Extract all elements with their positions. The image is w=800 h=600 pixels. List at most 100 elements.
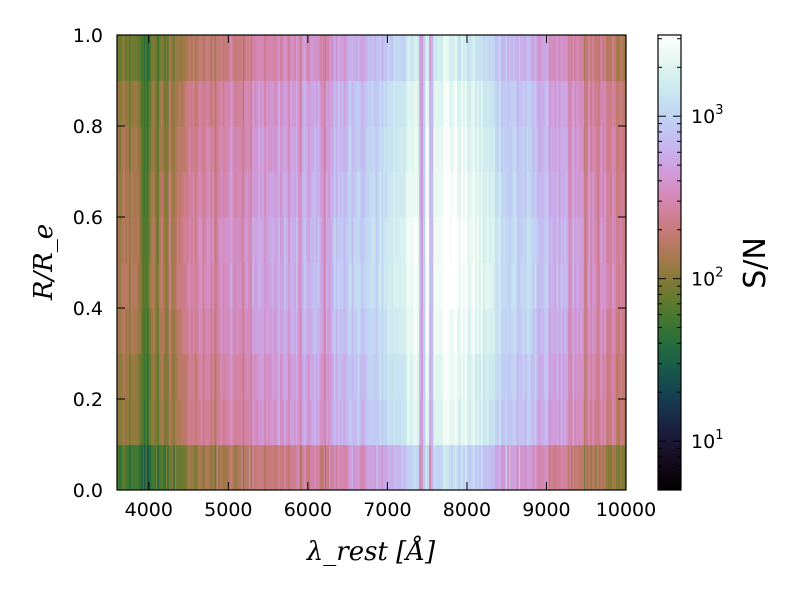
heatmap-cell: [391, 35, 394, 82]
heatmap-cell: [272, 399, 275, 446]
heatmap-cell: [118, 262, 122, 309]
heatmap-cell: [186, 80, 190, 127]
heatmap-cell: [458, 308, 462, 355]
heatmap-cell: [331, 353, 335, 400]
heatmap-cell: [200, 80, 204, 127]
heatmap-cell: [377, 126, 381, 173]
x-tick-label: 7000: [363, 499, 411, 521]
heatmap-cell: [311, 171, 315, 218]
heatmap-cell: [602, 262, 605, 309]
heatmap-cell: [202, 35, 206, 82]
heatmap-cell: [317, 262, 321, 309]
heatmap-cell: [291, 217, 295, 264]
heatmap-cell: [530, 399, 534, 446]
heatmap-cell: [158, 444, 162, 490]
heatmap-cell: [232, 171, 235, 218]
heatmap-cell: [576, 35, 579, 82]
heatmap-cell: [536, 80, 540, 127]
heatmap-cells: [117, 35, 626, 490]
heatmap-cell: [150, 80, 154, 127]
heatmap-cell: [152, 262, 156, 309]
heatmap-cell: [317, 353, 321, 400]
heatmap-cell: [138, 399, 142, 446]
heatmap-cell: [136, 126, 140, 173]
heatmap-cell: [447, 171, 450, 218]
heatmap-cell: [409, 444, 412, 490]
heatmap-cell: [202, 399, 206, 446]
heatmap-cell: [331, 217, 335, 264]
heatmap-cell: [610, 262, 613, 309]
heatmap-cell: [210, 399, 214, 446]
heatmap-cell: [349, 353, 353, 400]
heatmap-cell: [556, 126, 559, 173]
heatmap-cell: [130, 171, 134, 218]
heatmap-cell: [488, 126, 492, 173]
heatmap-cell: [256, 353, 259, 400]
heatmap-cell: [598, 80, 601, 127]
colorbar-tick-label: 101: [691, 428, 723, 453]
absorption-line: [422, 35, 426, 490]
heatmap-cell: [162, 353, 166, 400]
heatmap-cell: [472, 217, 476, 264]
heatmap-cell: [520, 126, 524, 173]
heatmap-cell: [522, 444, 526, 490]
heatmap-cell: [616, 80, 619, 127]
absorption-line: [323, 35, 326, 490]
heatmap-cell: [367, 262, 371, 309]
colorbar-label: S/N: [738, 237, 773, 289]
heatmap-cell: [337, 262, 341, 309]
heatmap-cell: [490, 353, 494, 400]
heatmap-cell: [572, 444, 575, 490]
heatmap-cell: [427, 262, 430, 309]
heatmap-cell: [162, 262, 166, 309]
heatmap-cell: [610, 217, 613, 264]
heatmap-cell: [305, 444, 309, 490]
heatmap-cell: [246, 35, 249, 82]
heatmap-cell: [480, 171, 484, 218]
heatmap-cell: [415, 171, 418, 218]
heatmap-cell: [369, 35, 373, 82]
heatmap-cell: [363, 399, 367, 446]
heatmap-cell: [389, 171, 392, 218]
heatmap-cell: [276, 444, 279, 490]
heatmap-cell: [266, 308, 269, 355]
heatmap-cell: [295, 217, 299, 264]
heatmap-cell: [453, 171, 456, 218]
heatmap-cell: [417, 444, 420, 490]
heatmap-cell: [124, 171, 128, 218]
heatmap-cell: [289, 35, 293, 82]
heatmap-cell: [516, 353, 520, 400]
heatmap-cell: [339, 35, 343, 82]
heatmap-cell: [498, 126, 502, 173]
absorption-line: [298, 35, 300, 490]
heatmap-cell: [160, 262, 164, 309]
heatmap-cell: [620, 399, 623, 446]
heatmap-cell: [490, 444, 494, 490]
heatmap-cell: [355, 80, 359, 127]
heatmap-cell: [228, 308, 231, 355]
heatmap-cell: [566, 80, 569, 127]
heatmap-cell: [403, 171, 406, 218]
heatmap-cell: [608, 262, 611, 309]
heatmap-cell: [210, 308, 214, 355]
heatmap-cell: [544, 353, 548, 400]
heatmap-cell: [427, 35, 430, 82]
heatmap-cell: [319, 308, 323, 355]
heatmap-cell: [502, 126, 506, 173]
heatmap-cell: [462, 35, 466, 82]
heatmap-cell: [413, 35, 416, 82]
heatmap-cell: [158, 308, 162, 355]
heatmap-cell: [301, 353, 305, 400]
heatmap-cell: [455, 308, 458, 355]
heatmap-cell: [136, 171, 140, 218]
heatmap-cell: [345, 171, 349, 218]
heatmap-cell: [234, 399, 237, 446]
heatmap-cell: [270, 262, 273, 309]
heatmap-cell: [226, 444, 229, 490]
y-tick-label: 0.6: [73, 207, 103, 229]
heatmap-cell: [470, 217, 474, 264]
heatmap-cell: [289, 171, 293, 218]
heatmap-cell: [206, 308, 210, 355]
heatmap-cell: [254, 444, 257, 490]
heatmap-cell: [472, 80, 476, 127]
